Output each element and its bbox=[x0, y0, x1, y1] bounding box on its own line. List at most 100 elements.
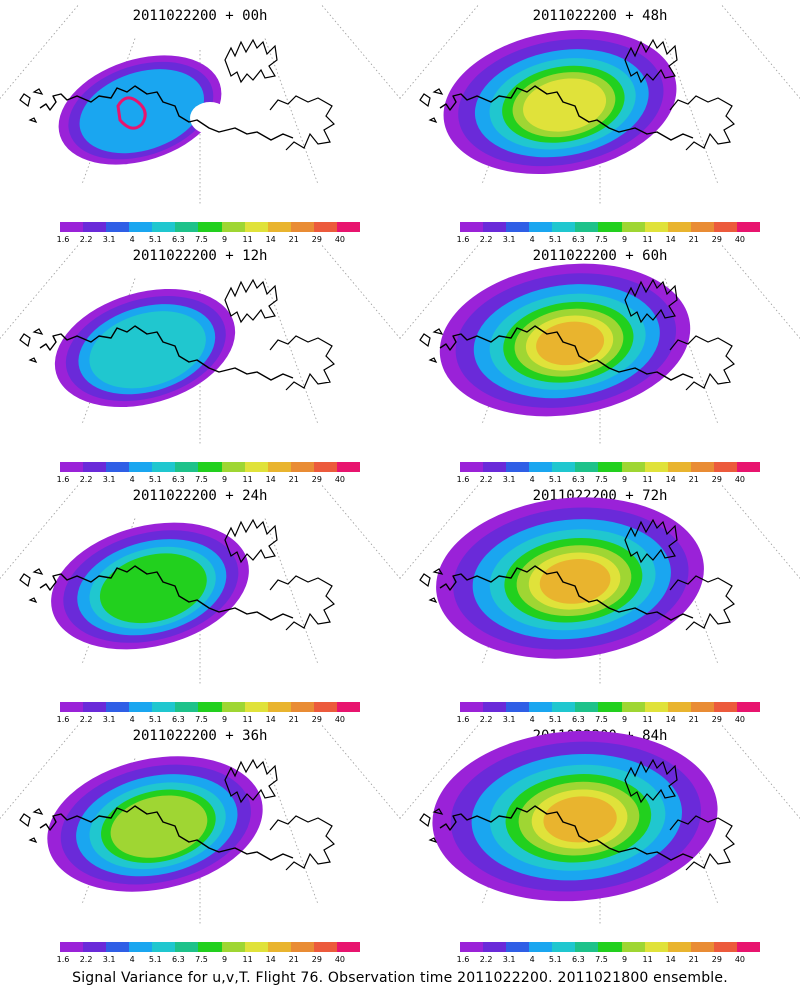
colorbar-tick-label: 2.2 bbox=[479, 715, 493, 724]
colorbar-swatch bbox=[575, 702, 599, 712]
colorbar-tick-label: 11 bbox=[642, 715, 653, 724]
colorbar-swatch bbox=[575, 222, 599, 232]
meridian-gridline bbox=[664, 278, 719, 425]
colorbar-swatch bbox=[290, 942, 314, 952]
colorbar-swatch bbox=[83, 462, 107, 472]
colorbar-swatch bbox=[152, 462, 176, 472]
latitude-gridline bbox=[400, 0, 800, 20]
colorbar-tick-label: 21 bbox=[688, 475, 699, 484]
colorbar-swatch bbox=[644, 462, 668, 472]
colorbar-tick-label: 21 bbox=[288, 235, 299, 244]
colorbar-swatch bbox=[221, 702, 245, 712]
colorbar-swatch bbox=[129, 702, 153, 712]
meridian-gridline bbox=[721, 725, 800, 819]
variance-map bbox=[0, 5, 400, 205]
map-boundary bbox=[0, 480, 400, 502]
colorbar-swatch bbox=[244, 942, 268, 952]
island-chain bbox=[19, 808, 44, 844]
coastline bbox=[39, 565, 294, 621]
colorbar-tick-label: 5.1 bbox=[148, 235, 162, 244]
colorbar-swatch bbox=[267, 942, 291, 952]
colorbar bbox=[460, 942, 761, 952]
colorbar-tick-label: 6.3 bbox=[572, 235, 585, 244]
colorbar-tick-label: 2.2 bbox=[479, 235, 493, 244]
meridian-gridline bbox=[721, 5, 800, 99]
colorbar-swatch bbox=[690, 942, 714, 952]
colorbar-swatch bbox=[667, 942, 691, 952]
map-boundary bbox=[0, 240, 400, 262]
colorbar-swatch bbox=[483, 222, 507, 232]
colorbar-tick-label: 4 bbox=[529, 715, 535, 724]
colorbar-tick-label: 1.6 bbox=[56, 715, 70, 724]
colorbar-swatch bbox=[506, 462, 530, 472]
coastline bbox=[39, 325, 294, 381]
colorbar-swatch bbox=[529, 702, 553, 712]
colorbar-tick-label: 29 bbox=[311, 475, 322, 484]
island-chain bbox=[19, 88, 44, 124]
colorbar-swatch bbox=[83, 942, 107, 952]
meridian-gridline bbox=[765, 240, 800, 273]
island-chain bbox=[419, 88, 444, 124]
colorbar-swatch bbox=[83, 222, 107, 232]
variance-contour bbox=[99, 553, 207, 624]
island-chain bbox=[19, 568, 44, 604]
colorbar-tick-label: 5.1 bbox=[548, 955, 562, 964]
colorbar-swatch bbox=[106, 222, 130, 232]
colorbar-tick-label: 7.5 bbox=[195, 475, 208, 484]
coastline bbox=[439, 565, 694, 621]
colorbar-tick-label: 40 bbox=[334, 715, 346, 724]
colorbar-swatch bbox=[690, 702, 714, 712]
colorbar-swatch bbox=[336, 942, 361, 952]
colorbar-tick-label: 14 bbox=[665, 955, 676, 964]
colorbar-swatch bbox=[552, 942, 576, 952]
colorbar-tick-label: 9 bbox=[221, 235, 228, 244]
meridian-gridline bbox=[765, 0, 800, 33]
map-layer bbox=[400, 240, 800, 445]
meridian-gridline bbox=[400, 720, 435, 753]
colorbar-swatch bbox=[244, 462, 268, 472]
arctic-islands bbox=[224, 278, 278, 324]
colorbar-swatch bbox=[60, 462, 84, 472]
colorbar bbox=[60, 222, 361, 232]
meridian-gridline bbox=[765, 480, 800, 513]
arctic-islands bbox=[624, 38, 678, 84]
colorbar-swatch bbox=[336, 702, 361, 712]
colorbar-swatch bbox=[713, 222, 737, 232]
colorbar-tick-label: 14 bbox=[265, 475, 276, 484]
colorbar-tick-label: 1.6 bbox=[456, 475, 470, 484]
meridian-gridline bbox=[321, 5, 400, 99]
colorbar-tick-label: 14 bbox=[265, 955, 276, 964]
colorbar-tick-label: 7.5 bbox=[595, 955, 608, 964]
colorbar-tick-label: 6.3 bbox=[572, 475, 585, 484]
island-chain bbox=[419, 808, 444, 844]
meridian-gridline bbox=[400, 480, 435, 513]
arctic-islands bbox=[224, 38, 278, 84]
colorbar-tick-label: 40 bbox=[734, 715, 746, 724]
colorbar-swatch bbox=[713, 462, 737, 472]
coastline-east bbox=[269, 335, 335, 391]
colorbar-tick-label: 3.1 bbox=[502, 235, 516, 244]
colorbar-swatch bbox=[244, 222, 268, 232]
panel-title: 2011022200 + 00h bbox=[132, 8, 268, 24]
variance-contour bbox=[543, 796, 617, 843]
colorbar-tick-label: 1.6 bbox=[456, 715, 470, 724]
variance-map bbox=[400, 720, 800, 925]
coastline-east bbox=[669, 815, 735, 871]
colorbar-tick-label: 11 bbox=[642, 955, 653, 964]
island-chain bbox=[19, 328, 44, 364]
variance-contour bbox=[110, 795, 208, 858]
colorbar-swatch bbox=[198, 702, 222, 712]
latitude-gridline bbox=[0, 480, 400, 500]
colorbar-swatch bbox=[106, 702, 130, 712]
colorbar-swatch bbox=[575, 462, 599, 472]
colorbar-swatch bbox=[529, 462, 553, 472]
colorbar-tick-label: 3.1 bbox=[502, 715, 516, 724]
colorbar-tick-label: 4 bbox=[129, 955, 135, 964]
colorbar-tick-label: 3.1 bbox=[102, 955, 116, 964]
variance-map bbox=[0, 240, 400, 445]
colorbar-tick-label: 11 bbox=[642, 235, 653, 244]
colorbar-tick-label: 9 bbox=[221, 475, 228, 484]
colorbar-tick-label: 1.6 bbox=[56, 475, 70, 484]
meridian-gridline bbox=[400, 0, 435, 33]
map-panel-36h: 2011022200 + 36h 1.6 2.2 3.1 4 5.1 6.3 7.5 9 11 1… bbox=[0, 720, 400, 964]
